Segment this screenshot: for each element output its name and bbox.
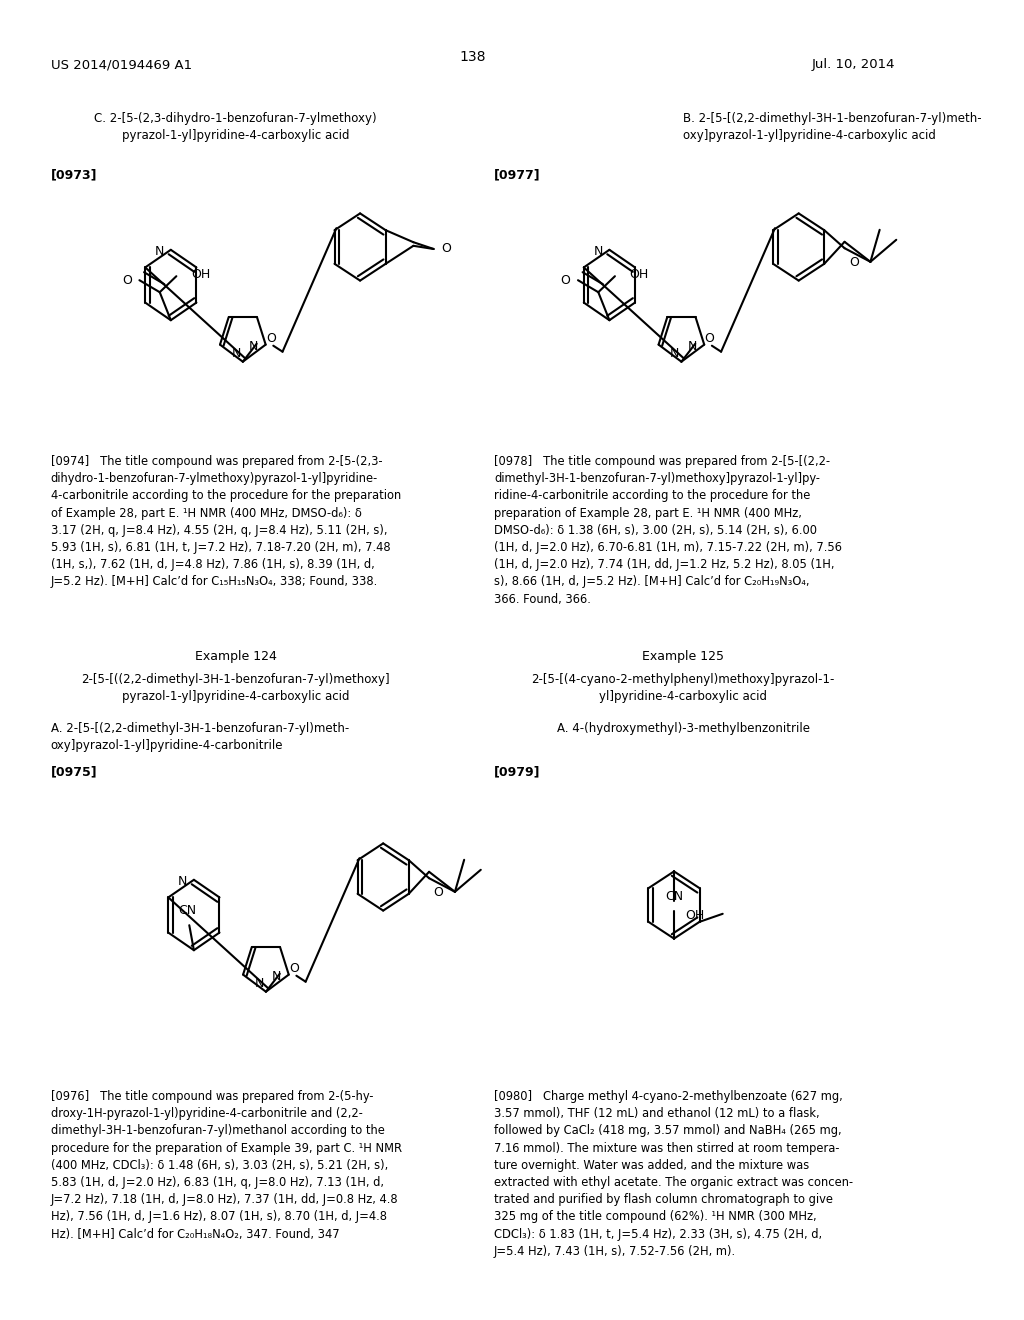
Text: N: N — [272, 970, 282, 983]
Text: N: N — [255, 977, 264, 990]
Text: Example 124: Example 124 — [195, 649, 276, 663]
Text: [0978]   The title compound was prepared from 2-[5-[(2,2-
dimethyl-3H-1-benzofur: [0978] The title compound was prepared f… — [494, 455, 842, 606]
Text: Example 125: Example 125 — [642, 649, 724, 663]
Text: [0974]   The title compound was prepared from 2-[5-(2,3-
dihydro-1-benzofuran-7-: [0974] The title compound was prepared f… — [51, 455, 401, 589]
Text: A. 2-[5-[(2,2-dimethyl-3H-1-benzofuran-7-yl)meth-
oxy]pyrazol-1-yl]pyridine-4-ca: A. 2-[5-[(2,2-dimethyl-3H-1-benzofuran-7… — [51, 722, 349, 752]
Text: OH: OH — [630, 268, 649, 281]
Text: N: N — [687, 341, 697, 354]
Text: N: N — [178, 875, 187, 888]
Text: 2-[5-[(4-cyano-2-methylphenyl)methoxy]pyrazol-1-
yl]pyridine-4-carboxylic acid: 2-[5-[(4-cyano-2-methylphenyl)methoxy]py… — [531, 673, 835, 704]
Text: Jul. 10, 2014: Jul. 10, 2014 — [811, 58, 895, 71]
Text: [0973]: [0973] — [51, 168, 97, 181]
Text: O: O — [289, 962, 299, 975]
Text: O: O — [849, 256, 859, 269]
Text: OH: OH — [685, 909, 705, 923]
Text: N: N — [231, 347, 241, 360]
Text: 2-[5-[((2,2-dimethyl-3H-1-benzofuran-7-yl)methoxy]
pyrazol-1-yl]pyridine-4-carbo: 2-[5-[((2,2-dimethyl-3H-1-benzofuran-7-y… — [81, 673, 390, 704]
Text: [0976]   The title compound was prepared from 2-(5-hy-
droxy-1H-pyrazol-1-yl)pyr: [0976] The title compound was prepared f… — [51, 1090, 401, 1241]
Text: O: O — [122, 273, 132, 286]
Text: OH: OH — [191, 268, 210, 281]
Text: B. 2-[5-[(2,2-dimethyl-3H-1-benzofuran-7-yl)meth-
oxy]pyrazol-1-yl]pyridine-4-ca: B. 2-[5-[(2,2-dimethyl-3H-1-benzofuran-7… — [683, 112, 982, 143]
Text: O: O — [266, 333, 275, 346]
Text: N: N — [670, 347, 680, 360]
Text: [0980]   Charge methyl 4-cyano-2-methylbenzoate (627 mg,
3.57 mmol), THF (12 mL): [0980] Charge methyl 4-cyano-2-methylben… — [494, 1090, 853, 1258]
Text: N: N — [155, 246, 164, 259]
Text: O: O — [434, 886, 443, 899]
Text: 138: 138 — [460, 50, 486, 63]
Text: [0975]: [0975] — [51, 766, 97, 777]
Text: [0977]: [0977] — [494, 168, 541, 181]
Text: C. 2-[5-(2,3-dihydro-1-benzofuran-7-ylmethoxy)
pyrazol-1-yl]pyridine-4-carboxyli: C. 2-[5-(2,3-dihydro-1-benzofuran-7-ylme… — [94, 112, 377, 143]
Text: US 2014/0194469 A1: US 2014/0194469 A1 — [51, 58, 191, 71]
Text: [0979]: [0979] — [494, 766, 541, 777]
Text: N: N — [594, 246, 603, 259]
Text: CN: CN — [665, 890, 683, 903]
Text: CN: CN — [178, 904, 197, 917]
Text: O: O — [561, 273, 570, 286]
Text: O: O — [441, 243, 451, 256]
Text: N: N — [249, 341, 258, 354]
Text: O: O — [705, 333, 715, 346]
Text: A. 4-(hydroxymethyl)-3-methylbenzonitrile: A. 4-(hydroxymethyl)-3-methylbenzonitril… — [557, 722, 810, 735]
